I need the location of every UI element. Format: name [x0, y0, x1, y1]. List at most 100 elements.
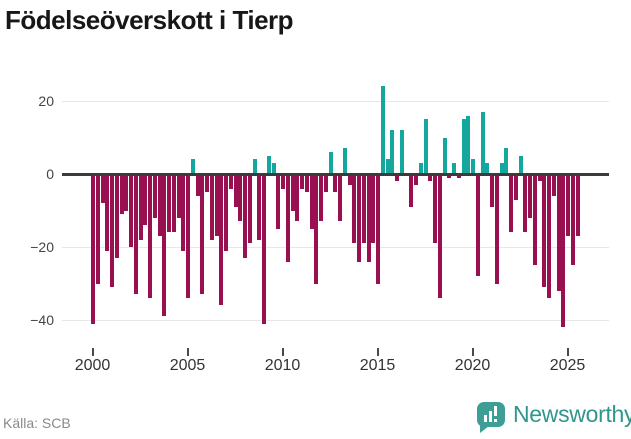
bar-2008Q2: [247, 174, 252, 244]
bar-2016Q1: [395, 174, 399, 182]
bar-2020Q4: [485, 163, 490, 174]
bar-2005Q3: [195, 174, 200, 196]
bar-2023Q2: [532, 174, 537, 266]
bar-2009Q2: [266, 155, 271, 174]
bar-2009Q3: [271, 163, 276, 174]
bar-2007Q4: [238, 174, 243, 222]
x-axis-tick: [91, 348, 94, 356]
x-axis-tick: [566, 348, 569, 356]
bar-2015Q2: [380, 86, 385, 174]
x-axis-tick: [376, 348, 379, 356]
bar-2014Q2: [361, 174, 366, 244]
bar-2013Q1: [338, 174, 342, 222]
x-axis-tick: [281, 348, 284, 356]
bar-2023Q1: [528, 174, 532, 218]
bar-2018Q3: [442, 137, 447, 174]
y-axis-tick-label: 0: [46, 166, 54, 182]
bar-2024Q4: [561, 174, 566, 328]
icon-exclamation-dot: [494, 419, 497, 422]
bar-2012Q1: [319, 174, 323, 222]
bar-2018Q2: [437, 174, 442, 299]
bar-2015Q3: [385, 159, 390, 174]
bar-2018Q1: [433, 174, 437, 244]
bar-2008Q3: [252, 159, 257, 174]
source-label: Källa: SCB: [3, 415, 71, 431]
bar-2019Q4: [466, 115, 471, 174]
bar-2014Q4: [371, 174, 376, 244]
bar-2024Q2: [551, 174, 556, 196]
bar-2003Q2: [152, 174, 157, 218]
bar-2013Q4: [352, 174, 357, 244]
bar-2006Q1: [205, 174, 209, 193]
bar-2011Q3: [309, 174, 314, 229]
bar-2014Q3: [366, 174, 371, 262]
bar-2022Q4: [523, 174, 528, 233]
bar-2017Q1: [414, 174, 418, 185]
bar-2004Q1: [167, 174, 171, 233]
bar-2005Q1: [186, 174, 190, 299]
bar-2021Q2: [494, 174, 499, 284]
bar-2009Q1: [262, 174, 266, 324]
bar-2008Q4: [257, 174, 262, 240]
icon-bar-tall: [489, 411, 492, 422]
icon-exclamation-bar: [494, 406, 497, 416]
bar-2021Q1: [490, 174, 494, 207]
gridline-20: [62, 100, 609, 102]
bar-2020Q2: [475, 174, 480, 277]
x-axis-tick-label: 2015: [359, 357, 396, 374]
bar-2011Q1: [300, 174, 304, 189]
bar-2001Q1: [110, 174, 114, 288]
chart-plot-area: [62, 80, 609, 346]
bar-2006Q4: [219, 174, 224, 306]
bar-2024Q1: [547, 174, 551, 299]
bar-2020Q3: [480, 111, 485, 174]
bar-2018Q4: [447, 174, 452, 178]
speech-bubble-tail: [480, 426, 489, 433]
bar-2000Q2: [95, 174, 100, 284]
bar-2002Q2: [133, 174, 138, 295]
bar-2023Q3: [537, 174, 542, 182]
bar-2011Q4: [314, 174, 319, 284]
bar-2022Q2: [513, 174, 518, 200]
x-axis-tick-label: 2000: [74, 357, 111, 374]
bar-2000Q1: [91, 174, 95, 324]
bar-2007Q1: [224, 174, 228, 251]
bar-2005Q2: [190, 159, 195, 174]
newsworthy-logo: Newsworthy: [477, 401, 631, 433]
bar-2008Q1: [243, 174, 247, 258]
x-axis-tick: [186, 348, 189, 356]
bar-2015Q4: [390, 130, 395, 174]
bar-2016Q2: [399, 130, 404, 174]
bar-2003Q3: [157, 174, 162, 237]
bar-2009Q4: [276, 174, 281, 229]
bar-2017Q2: [418, 163, 423, 174]
bar-2010Q4: [295, 174, 300, 222]
bar-2025Q2: [570, 174, 575, 266]
newsworthy-speech-bubble-bar-chart-icon: [477, 402, 505, 433]
bar-2002Q1: [129, 174, 133, 247]
zero-axis-line: [62, 172, 609, 176]
bar-2013Q2: [342, 148, 347, 174]
bar-2006Q3: [214, 174, 219, 237]
bar-2013Q3: [347, 174, 352, 185]
bar-2007Q2: [228, 174, 233, 189]
bar-2012Q3: [328, 152, 333, 174]
bar-2004Q3: [176, 174, 181, 218]
x-axis-tick-label: 2005: [169, 357, 206, 374]
bar-2001Q2: [114, 174, 119, 258]
bar-2001Q4: [124, 174, 129, 211]
newsworthy-wordmark: Newsworthy: [513, 401, 631, 427]
gridline--40: [62, 319, 609, 321]
bar-2022Q1: [509, 174, 513, 233]
bar-2014Q1: [357, 174, 361, 262]
bar-2017Q4: [428, 174, 433, 182]
bar-2019Q3: [461, 119, 466, 174]
bar-2016Q4: [409, 174, 414, 207]
x-axis-tick-label: 2010: [264, 357, 301, 374]
y-axis-tick-label: −40: [30, 312, 54, 328]
bar-2006Q2: [209, 174, 214, 240]
x-axis-tick-label: 2020: [454, 357, 491, 374]
bar-2019Q2: [456, 174, 461, 178]
bar-2017Q3: [423, 119, 428, 174]
bar-2007Q3: [233, 174, 238, 207]
